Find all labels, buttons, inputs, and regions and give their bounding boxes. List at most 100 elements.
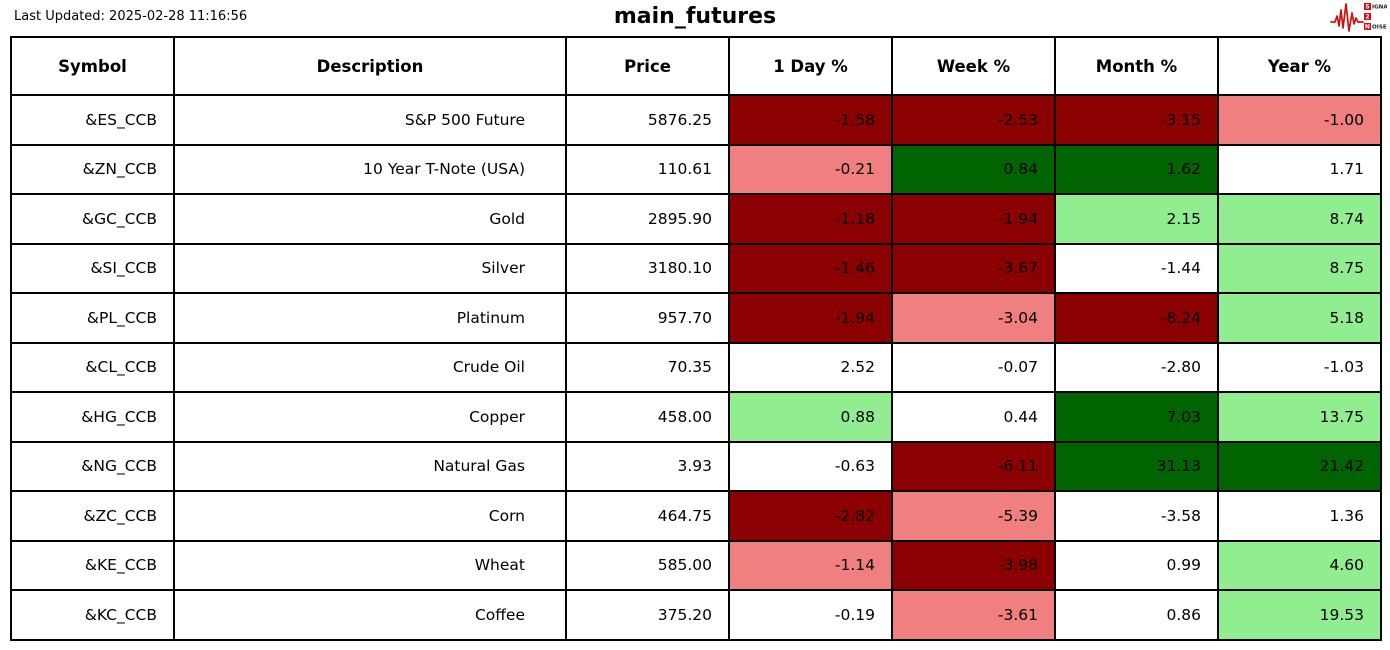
logo-box-s <box>1364 3 1371 10</box>
year-change-cell: 21.42 <box>1217 440 1382 492</box>
logo-text: S IGNAL 2 N OISE <box>1364 3 1387 31</box>
week-change-cell: -3.61 <box>891 589 1056 641</box>
year-change-cell: -1.00 <box>1217 94 1382 146</box>
day-change-cell: -0.63 <box>728 440 893 492</box>
top-bar: Last Updated: 2025-02-28 11:16:56 main_f… <box>0 0 1390 36</box>
column-header-year: Year % <box>1217 36 1382 96</box>
price-cell: 5876.25 <box>565 94 730 146</box>
table-row: &PL_CCB Platinum 957.70 -1.94 -3.04 -8.24 5.18 <box>10 292 1382 344</box>
column-header-price: Price <box>565 36 730 96</box>
description-cell: Coffee <box>173 589 567 641</box>
week-change-cell: -3.98 <box>891 539 1056 591</box>
symbol-cell: &ZC_CCB <box>10 490 175 542</box>
svg-text:S: S <box>1365 4 1369 11</box>
price-cell: 957.70 <box>565 292 730 344</box>
month-change-cell: -3.15 <box>1054 94 1219 146</box>
header-row: Symbol Description Price 1 Day % Week % Month… <box>10 36 1382 96</box>
week-change-cell: -3.04 <box>891 292 1056 344</box>
description-cell: S&P 500 Future <box>173 94 567 146</box>
table-row: &ES_CCB S&P 500 Future 5876.25 -1.58 -2.53 -3… <box>10 94 1382 146</box>
week-change-cell: -6.11 <box>891 440 1056 492</box>
svg-text:2: 2 <box>1365 14 1369 21</box>
price-cell: 585.00 <box>565 539 730 591</box>
month-change-cell: 31.13 <box>1054 440 1219 492</box>
description-cell: Platinum <box>173 292 567 344</box>
description-cell: 10 Year T-Note (USA) <box>173 143 567 195</box>
symbol-cell: &SI_CCB <box>10 242 175 294</box>
week-change-cell: -1.94 <box>891 193 1056 245</box>
description-cell: Corn <box>173 490 567 542</box>
ekg-waveform-icon <box>1330 3 1364 32</box>
symbol-cell: &KC_CCB <box>10 589 175 641</box>
column-header-week: Week % <box>891 36 1056 96</box>
day-change-cell: -1.46 <box>728 242 893 294</box>
symbol-cell: &NG_CCB <box>10 440 175 492</box>
table-row: &NG_CCB Natural Gas 3.93 -0.63 -6.11 31.13 21.… <box>10 440 1382 492</box>
table-row: &CL_CCB Crude Oil 70.35 2.52 -0.07 -2.80 -1.03 <box>10 341 1382 393</box>
price-cell: 2895.90 <box>565 193 730 245</box>
symbol-cell: &ZN_CCB <box>10 143 175 195</box>
price-cell: 110.61 <box>565 143 730 195</box>
day-change-cell: -1.14 <box>728 539 893 591</box>
price-cell: 375.20 <box>565 589 730 641</box>
month-change-cell: 2.15 <box>1054 193 1219 245</box>
signal2noise-logo: S IGNAL 2 N OISE <box>1330 3 1387 32</box>
column-header-description: Description <box>173 36 567 96</box>
svg-text:IGNAL: IGNAL <box>1372 5 1387 11</box>
symbol-cell: &ES_CCB <box>10 94 175 146</box>
column-header-month: Month % <box>1054 36 1219 96</box>
description-cell: Wheat <box>173 539 567 591</box>
month-change-cell: -3.58 <box>1054 490 1219 542</box>
table-row: &ZN_CCB 10 Year T-Note (USA) 110.61 -0.21 0.… <box>10 143 1382 195</box>
table-row: &SI_CCB Silver 3180.10 -1.46 -3.67 -1.44 8.75 <box>10 242 1382 294</box>
symbol-cell: &GC_CCB <box>10 193 175 245</box>
year-change-cell: 19.53 <box>1217 589 1382 641</box>
description-cell: Crude Oil <box>173 341 567 393</box>
table-row: &GC_CCB Gold 2895.90 -1.18 -1.94 2.15 8.74 <box>10 193 1382 245</box>
day-change-cell: -1.18 <box>728 193 893 245</box>
day-change-cell: -0.19 <box>728 589 893 641</box>
year-change-cell: -1.03 <box>1217 341 1382 393</box>
column-header-1-day: 1 Day % <box>728 36 893 96</box>
price-cell: 458.00 <box>565 391 730 443</box>
logo-box-2 <box>1364 13 1371 20</box>
year-change-cell: 13.75 <box>1217 391 1382 443</box>
year-change-cell: 8.74 <box>1217 193 1382 245</box>
symbol-cell: &HG_CCB <box>10 391 175 443</box>
day-change-cell: -0.21 <box>728 143 893 195</box>
week-change-cell: -5.39 <box>891 490 1056 542</box>
price-cell: 70.35 <box>565 341 730 393</box>
svg-text:OISE: OISE <box>1372 25 1387 31</box>
description-cell: Copper <box>173 391 567 443</box>
week-change-cell: 0.84 <box>891 143 1056 195</box>
table-row: &HG_CCB Copper 458.00 0.88 0.44 7.03 13.75 <box>10 391 1382 443</box>
week-change-cell: -0.07 <box>891 341 1056 393</box>
month-change-cell: -8.24 <box>1054 292 1219 344</box>
last-updated-timestamp: Last Updated: 2025-02-28 11:16:56 <box>14 9 248 24</box>
symbol-cell: &PL_CCB <box>10 292 175 344</box>
page-title: main_futures <box>613 4 777 29</box>
day-change-cell: -1.58 <box>728 94 893 146</box>
logo-box-n <box>1364 23 1371 30</box>
month-change-cell: 7.03 <box>1054 391 1219 443</box>
year-change-cell: 8.75 <box>1217 242 1382 294</box>
column-header-symbol: Symbol <box>10 36 175 96</box>
month-change-cell: -2.80 <box>1054 341 1219 393</box>
table-row: &KE_CCB Wheat 585.00 -1.14 -3.98 0.99 4.60 <box>10 539 1382 591</box>
symbol-cell: &CL_CCB <box>10 341 175 393</box>
table-row: &ZC_CCB Corn 464.75 -2.82 -5.39 -3.58 1.36 <box>10 490 1382 542</box>
price-cell: 464.75 <box>565 490 730 542</box>
month-change-cell: 0.86 <box>1054 589 1219 641</box>
description-cell: Natural Gas <box>173 440 567 492</box>
svg-text:N: N <box>1365 24 1370 31</box>
day-change-cell: -2.82 <box>728 490 893 542</box>
description-cell: Silver <box>173 242 567 294</box>
month-change-cell: 1.62 <box>1054 143 1219 195</box>
year-change-cell: 1.36 <box>1217 490 1382 542</box>
week-change-cell: 0.44 <box>891 391 1056 443</box>
day-change-cell: 0.88 <box>728 391 893 443</box>
week-change-cell: -3.67 <box>891 242 1056 294</box>
price-cell: 3.93 <box>565 440 730 492</box>
futures-table: Symbol Description Price 1 Day % Week % Month… <box>10 36 1382 641</box>
day-change-cell: -1.94 <box>728 292 893 344</box>
